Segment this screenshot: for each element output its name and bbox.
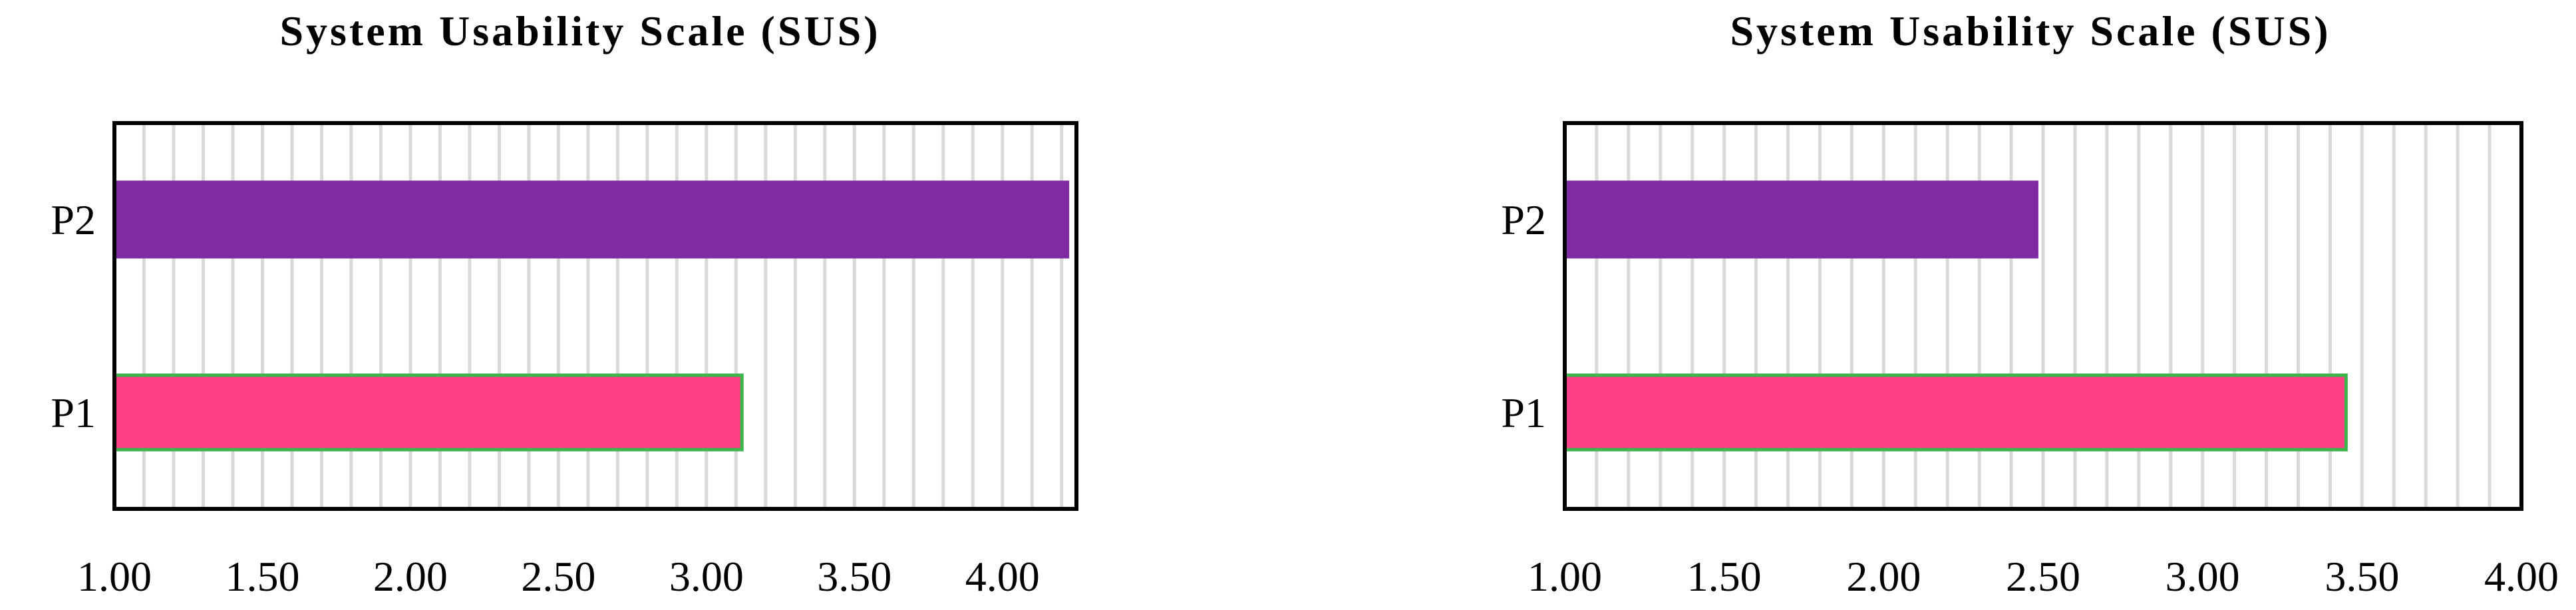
category-label: P1: [51, 389, 96, 436]
plot-frame: [1563, 121, 2523, 511]
category-label: P1: [1501, 389, 1546, 436]
x-tick-label: 3.50: [2325, 553, 2399, 600]
bar-p2: [1563, 180, 2038, 259]
bar-p2: [112, 180, 1070, 259]
bar-p1: [112, 373, 744, 452]
x-tick-label: 3.50: [817, 553, 891, 600]
x-tick-label: 2.50: [521, 553, 595, 600]
x-tick-label: 2.50: [2006, 553, 2080, 600]
x-tick-label: 2.00: [1846, 553, 1921, 600]
plot-frame: [112, 121, 1078, 511]
x-tick-label: 2.00: [373, 553, 448, 600]
x-tick-label: 3.00: [669, 553, 744, 600]
category-label: P2: [1501, 196, 1546, 243]
x-tick-label: 4.00: [2484, 553, 2559, 600]
x-tick-label: 1.00: [77, 553, 152, 600]
x-tick-label: 3.00: [2166, 553, 2240, 600]
chart-title: System Usability Scale (SUS): [1730, 7, 2331, 55]
chart-2: System Usability Scale (SUS) P1 P2 1.00 1.50…: [1501, 7, 2559, 600]
bar-p1: [1563, 373, 2348, 452]
x-tick-label: 1.00: [1528, 553, 1602, 600]
x-tick-label: 1.50: [225, 553, 299, 600]
chart-title: System Usability Scale (SUS): [279, 7, 880, 55]
x-tick-label: 1.50: [1687, 553, 1762, 600]
category-label: P2: [51, 196, 96, 243]
chart-1: System Usability Scale (SUS) P1 P2 1.00 1.50…: [51, 7, 1078, 600]
x-tick-label: 4.00: [965, 553, 1040, 600]
